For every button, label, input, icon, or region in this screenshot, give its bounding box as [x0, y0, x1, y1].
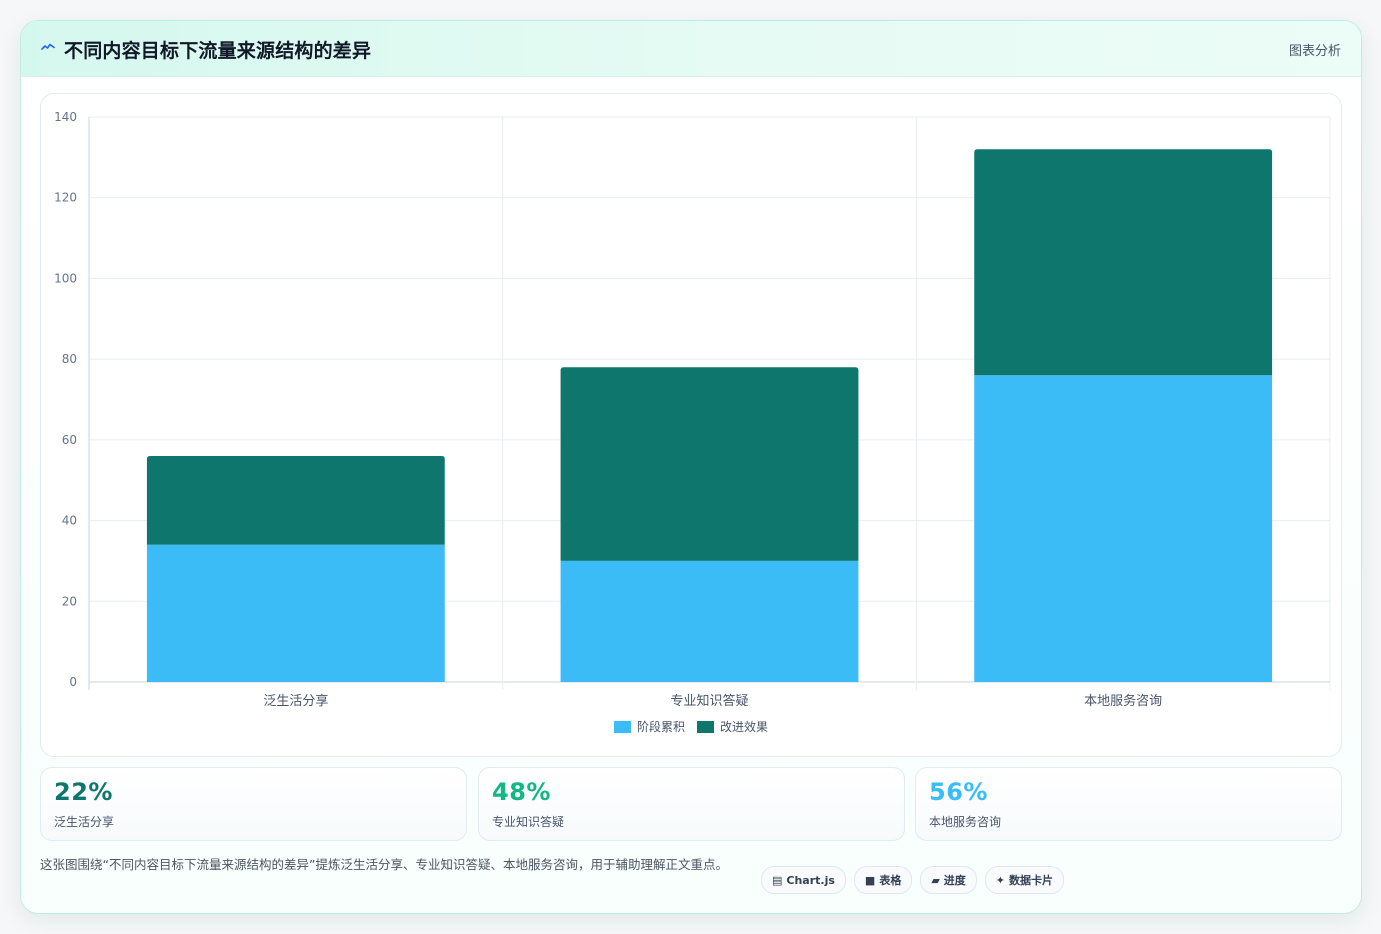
y-tick-label-0: 0: [69, 675, 77, 689]
chip-table[interactable]: ■ 表格: [853, 866, 913, 894]
progress-icon: ▰: [931, 873, 940, 887]
y-tick-label-40: 40: [62, 514, 77, 528]
bar-1-3: [974, 375, 1273, 682]
chip-data-card[interactable]: ✦ 数据卡片: [984, 866, 1065, 894]
stat-card-1: 22% 泛生活分享: [40, 767, 467, 841]
chip-table-label: 表格: [879, 874, 902, 887]
stat-label-1: 泛生活分享: [54, 815, 115, 829]
table-icon: ■: [864, 873, 876, 887]
stat-value-3: 56%: [929, 778, 988, 806]
chart-panel: 0 20 40 60 80 100 120 140 泛生活分享 专业知识答疑 本地服务咨询阶段累积 改…: [40, 93, 1342, 757]
x-tick-label-3: 本地服务咨询: [1084, 693, 1162, 709]
legend-swatch-2: [697, 721, 714, 733]
bar-1-1: [146, 544, 445, 682]
legend-label-1: 阶段累积: [637, 719, 685, 734]
bar-2-3: [974, 149, 1273, 376]
y-tick-label-100: 100: [54, 271, 77, 285]
chip-chartjs-label: Chart.js: [786, 873, 835, 887]
x-tick-label-1: 泛生活分享: [263, 693, 328, 709]
chart-description: 这张图围绕“不同内容目标下流量来源结构的差异”提炼泛生活分享、专业知识答疑、本地…: [40, 857, 728, 872]
chip-data-card-label: 数据卡片: [1009, 874, 1054, 887]
bar-1-2: [560, 560, 859, 682]
stat-label-3: 本地服务咨询: [929, 815, 1002, 829]
card-header: 不同内容目标下流量来源结构的差异 图表分析: [21, 21, 1361, 77]
stat-card-2: 48% 专业知识答疑: [478, 767, 905, 841]
chip-progress[interactable]: ▰ 进度: [920, 866, 977, 894]
legend-label-2: 改进效果: [720, 719, 768, 734]
y-tick-label-60: 60: [62, 433, 77, 447]
legend-swatch-1: [614, 721, 631, 733]
bar-2-2: [560, 367, 859, 561]
feature-chips: ▤ Chart.js ■ 表格 ▰ 进度 ✦ 数据卡片: [761, 866, 1065, 894]
y-tick-label-80: 80: [62, 352, 77, 366]
chip-chartjs[interactable]: ▤ Chart.js: [761, 866, 846, 894]
chip-progress-label: 进度: [943, 874, 966, 887]
y-tick-label-140: 140: [54, 110, 77, 124]
data-card-icon: ✦: [995, 873, 1006, 887]
x-tick-label-2: 专业知识答疑: [670, 693, 748, 709]
chartjs-icon: ▤: [772, 873, 783, 887]
bar-2-1: [146, 456, 445, 545]
y-tick-label-20: 20: [62, 594, 77, 608]
stat-value-1: 22%: [54, 778, 113, 806]
stat-card-3: 56% 本地服务咨询: [915, 767, 1342, 841]
stat-value-2: 48%: [492, 778, 551, 806]
stat-label-2: 专业知识答疑: [492, 815, 565, 829]
chart-title: 不同内容目标下流量来源结构的差异: [64, 40, 372, 62]
chart-analysis-tag[interactable]: 图表分析: [1288, 44, 1341, 59]
y-tick-label-120: 120: [54, 191, 77, 205]
wave-icon: [41, 43, 55, 50]
chart-card: 不同内容目标下流量来源结构的差异 图表分析 0 20 40 60 80 100 120 140…: [20, 20, 1362, 914]
